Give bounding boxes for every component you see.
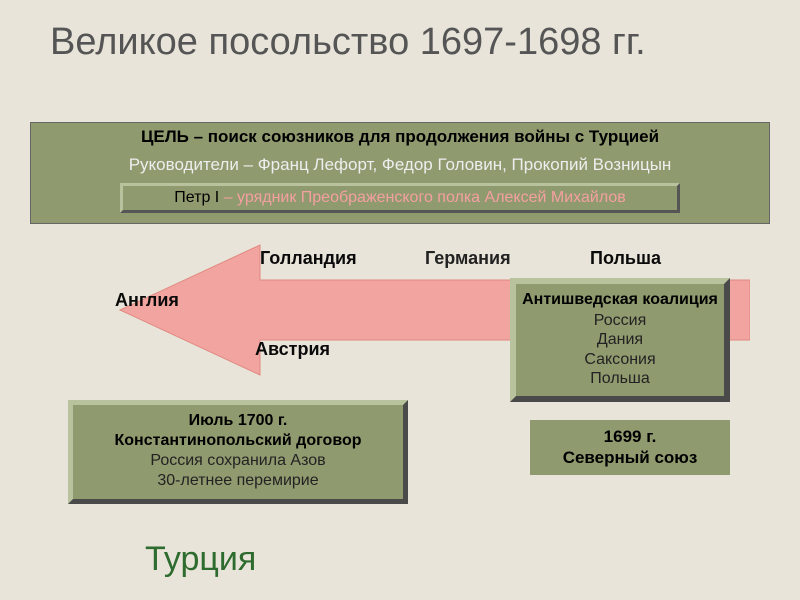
goal-box: ЦЕЛЬ – поиск союзников для продолжения в… xyxy=(30,122,770,224)
north-union-name: Северный союз xyxy=(534,447,726,468)
country-germany: Германия xyxy=(425,248,511,269)
peter-name: Петр I xyxy=(174,189,219,206)
coalition-box: Антишведская коалиция Россия Дания Саксо… xyxy=(510,278,730,402)
treaty-line-2: 30-летнее перемирие xyxy=(77,471,399,491)
coalition-member: Дания xyxy=(520,330,720,349)
coalition-member: Россия xyxy=(520,311,720,330)
treaty-name: Константинопольский договор xyxy=(77,431,399,451)
peter-box: Петр I – урядник Преображенского полка А… xyxy=(120,183,680,213)
coalition-member: Польша xyxy=(520,369,720,388)
turkey-label: Турция xyxy=(145,540,256,579)
treaty-date: Июль 1700 г. xyxy=(77,411,399,431)
country-poland: Польша xyxy=(590,248,661,269)
north-union-box: 1699 г. Северный союз xyxy=(530,420,730,475)
north-union-year: 1699 г. xyxy=(534,426,726,447)
leaders-text: Руководители – Франц Лефорт, Федор Голов… xyxy=(39,155,761,175)
coalition-member: Саксония xyxy=(520,350,720,369)
page-title: Великое посольство 1697-1698 гг. xyxy=(50,22,646,64)
country-england: Англия xyxy=(115,290,179,311)
goal-text: ЦЕЛЬ – поиск союзников для продолжения в… xyxy=(39,127,761,147)
coalition-title: Антишведская коалиция xyxy=(520,290,720,309)
treaty-line-1: Россия сохранила Азов xyxy=(77,451,399,471)
country-austria: Австрия xyxy=(255,340,345,360)
country-holland: Голландия xyxy=(260,248,357,269)
treaty-box: Июль 1700 г. Константинопольский договор… xyxy=(68,400,408,504)
peter-role: – урядник Преображенского полка Алексей … xyxy=(219,189,626,206)
